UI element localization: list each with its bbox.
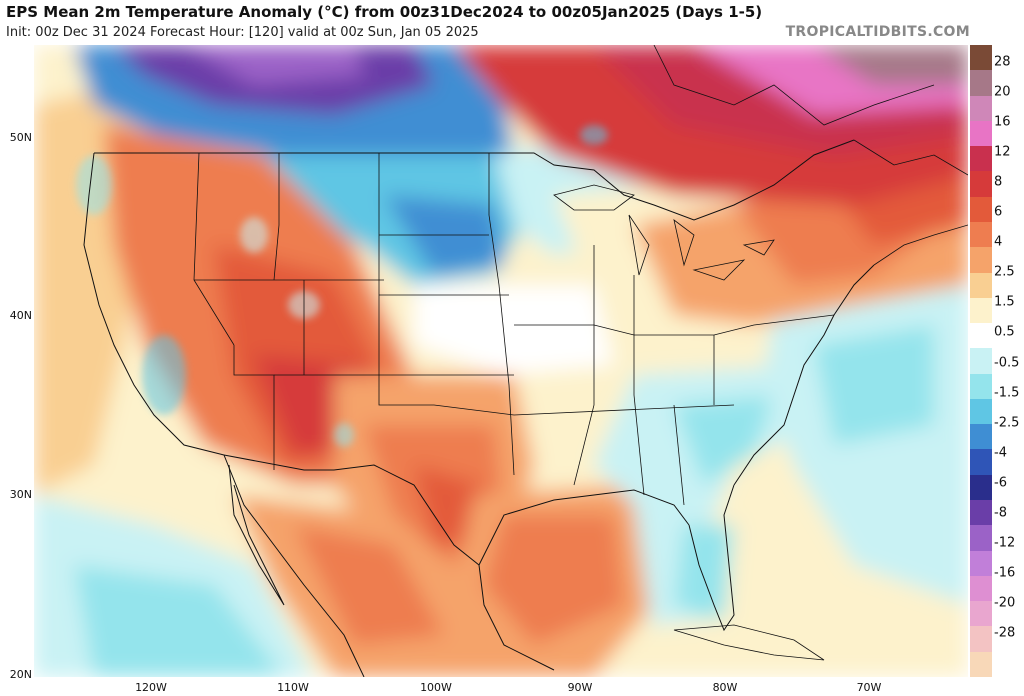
anomaly-field — [34, 45, 968, 677]
colorbar-label: 4 — [994, 234, 1003, 250]
colorbar-segment — [970, 171, 992, 198]
colorbar-label: -6 — [994, 475, 1007, 491]
colorbar-label: 8 — [994, 174, 1003, 190]
colorbar-segment — [970, 297, 992, 324]
colorbar-segment — [970, 575, 992, 602]
colorbar-label: -2.5 — [994, 415, 1020, 431]
colorbar-label: -12 — [994, 535, 1016, 551]
lon-label-90w: 90W — [567, 681, 593, 694]
colorbar-segment — [970, 398, 992, 425]
colorbar-label: 1.5 — [994, 294, 1015, 310]
colorbar-segment — [970, 449, 992, 476]
colorbar-segment — [970, 95, 992, 122]
colorbar-label: -16 — [994, 565, 1016, 581]
lat-label-20n: 20N — [9, 668, 32, 681]
colorbar-label: -0.5 — [994, 355, 1020, 370]
anomaly-detail — [76, 125, 608, 447]
colorbar-label: 20 — [994, 84, 1011, 100]
lon-label-100w: 100W — [420, 681, 452, 694]
lon-label-70w: 70W — [856, 681, 882, 694]
map-title: EPS Mean 2m Temperature Anomaly (°C) fro… — [6, 3, 763, 21]
colorbar-segment — [970, 348, 992, 375]
lat-label-30n: 30N — [9, 488, 32, 501]
colorbar-label: -28 — [994, 625, 1016, 641]
colorbar-label: -1.5 — [994, 385, 1020, 401]
colorbar-segment — [970, 221, 992, 248]
colorbar-segment — [970, 70, 992, 97]
colorbar-label: 6 — [994, 204, 1003, 220]
brand-watermark[interactable]: TROPICALTIDBITS.COM — [785, 24, 970, 40]
colorbar-segment — [970, 120, 992, 147]
colorbar-label: 2.5 — [994, 264, 1015, 280]
map-subtitle: Init: 00z Dec 31 2024 Forecast Hour: [12… — [6, 25, 479, 40]
colorbar-label: -20 — [994, 595, 1016, 611]
lon-label-110w: 110W — [277, 681, 309, 694]
colorbar-segment — [970, 146, 992, 172]
temperature-anomaly-map — [34, 45, 968, 677]
anomaly-shading — [34, 45, 968, 677]
colorbar-label: 16 — [994, 114, 1011, 130]
colorbar-segment — [970, 500, 992, 526]
lon-label-80w: 80W — [712, 681, 738, 694]
boundaries — [83, 45, 968, 677]
colorbar-segment — [970, 626, 992, 653]
colorbar-segment — [970, 323, 992, 349]
colorbar-segment — [970, 550, 992, 577]
colorbar-segment — [970, 525, 992, 552]
colorbar-segment — [970, 474, 992, 501]
colorbar: 28 20 16 12 8 6 4 2.5 1.5 0.5 -0.5 -1.5 -2.5 -4 -6 -8 -1… — [970, 45, 1024, 678]
colorbar-segment — [970, 45, 992, 71]
lat-label-50n: 50N — [9, 131, 32, 144]
lat-label-40n: 40N — [9, 309, 32, 322]
colorbar-segment — [970, 651, 992, 678]
colorbar-segment — [970, 272, 992, 299]
lon-label-120w: 120W — [135, 681, 167, 694]
colorbar-label: 12 — [994, 144, 1011, 160]
colorbar-segment — [970, 247, 992, 273]
colorbar-segment — [970, 601, 992, 627]
colorbar-segment — [970, 424, 992, 450]
colorbar-label: 0.5 — [994, 324, 1015, 340]
colorbar-segment — [970, 196, 992, 223]
colorbar-label: -8 — [994, 505, 1007, 521]
colorbar-segment — [970, 373, 992, 400]
colorbar-label: -4 — [994, 445, 1007, 461]
colorbar-label: 28 — [994, 54, 1011, 70]
